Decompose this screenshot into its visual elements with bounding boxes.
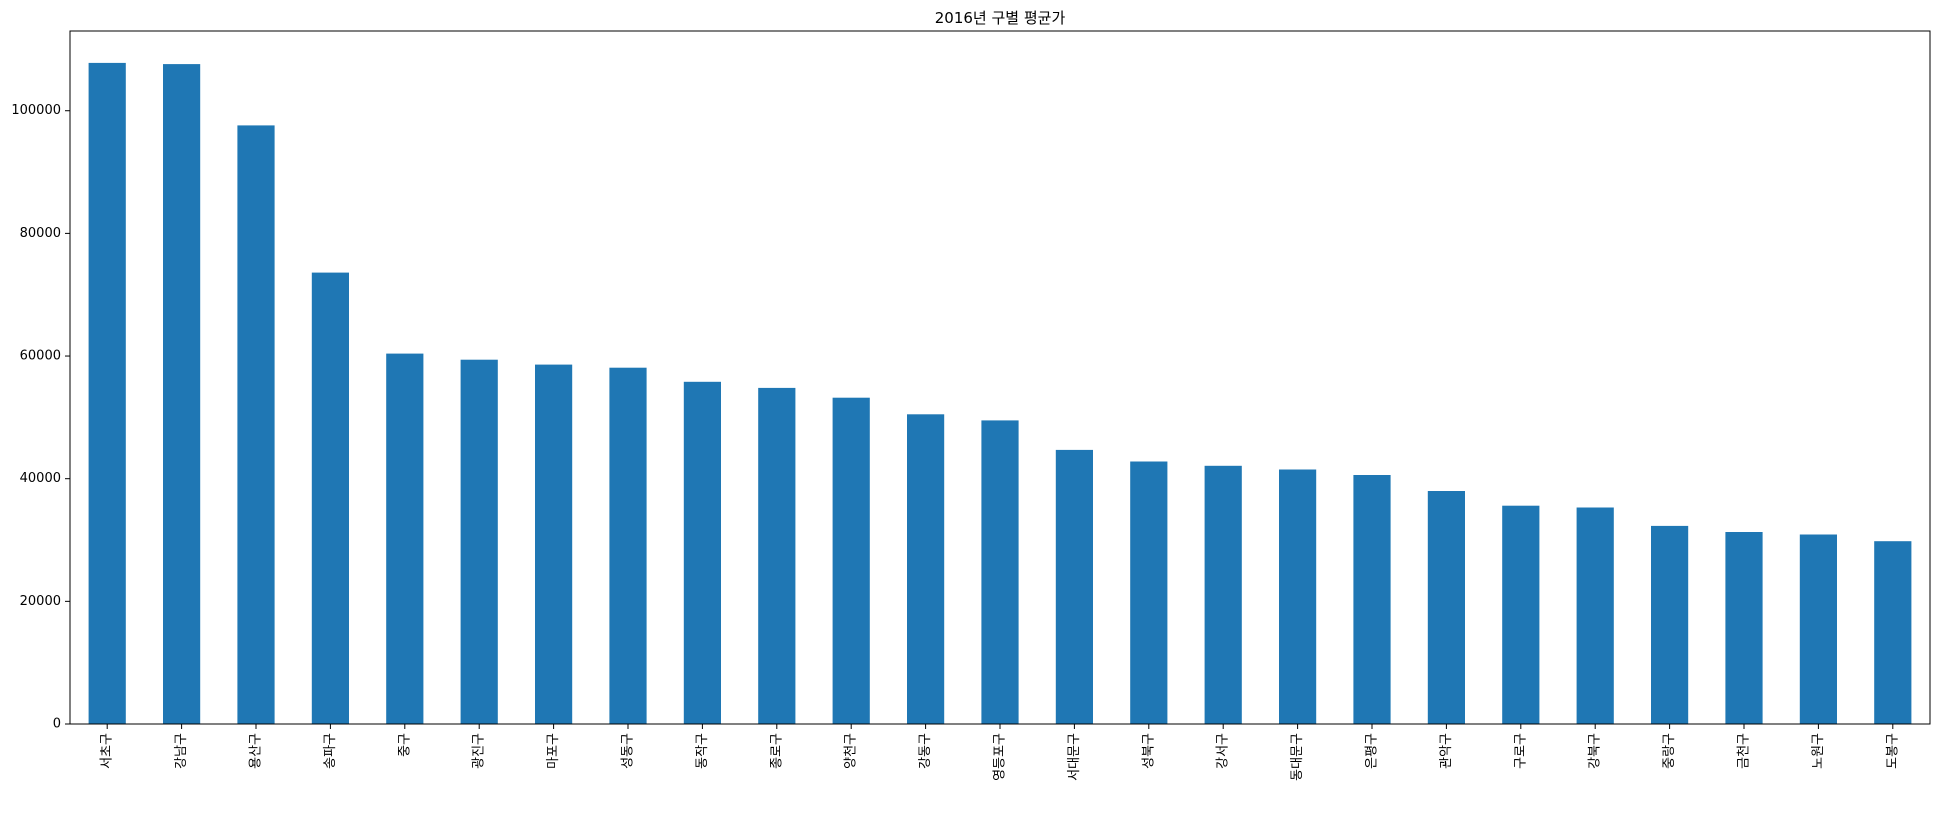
y-tick-label-3: 60000 — [20, 349, 61, 364]
y-axis: 0 20000 40000 60000 80000 100000 — [11, 103, 70, 732]
x-tick-label-20: 강북구 — [1588, 733, 1603, 769]
x-tick-label-6: 마포구 — [546, 733, 561, 769]
x-tick-label-13: 서대문구 — [1067, 733, 1082, 781]
x-tick-label-1: 강남구 — [174, 733, 189, 769]
bar-14 — [1130, 461, 1168, 724]
bar-15 — [1204, 465, 1242, 724]
x-tick-label-15: 강서구 — [1216, 733, 1231, 769]
x-tick-label-19: 구로구 — [1513, 733, 1528, 769]
bar-12 — [981, 420, 1019, 724]
bar-0 — [88, 62, 126, 724]
bar-3 — [311, 272, 349, 724]
plot-frame — [69, 30, 1931, 725]
y-tick-label-1: 20000 — [20, 594, 61, 609]
bar-7 — [609, 367, 647, 724]
chart-title: 2016년 구별 평균가 — [935, 9, 1066, 27]
bar-17 — [1353, 475, 1391, 724]
x-tick-label-22: 금천구 — [1737, 733, 1752, 769]
y-tick-label-2: 40000 — [20, 471, 61, 486]
bar-23 — [1799, 534, 1837, 724]
x-tick-label-3: 송파구 — [323, 733, 338, 769]
bar-2 — [237, 125, 275, 724]
x-tick-label-7: 성동구 — [621, 733, 636, 769]
x-tick-label-9: 종로구 — [769, 733, 784, 769]
bar-16 — [1279, 469, 1317, 724]
y-tick-label-0: 0 — [53, 717, 61, 732]
bar-24 — [1874, 541, 1912, 724]
x-tick-label-16: 동대문구 — [1290, 733, 1305, 781]
x-tick-label-21: 중랑구 — [1662, 733, 1677, 769]
bar-6 — [535, 364, 573, 724]
x-tick-label-4: 중구 — [397, 733, 412, 757]
bars-group — [88, 62, 1912, 725]
x-tick-label-5: 광진구 — [472, 733, 487, 769]
bar-20 — [1576, 507, 1614, 724]
bar-22 — [1725, 532, 1763, 724]
bar-13 — [1055, 449, 1093, 724]
x-tick-label-23: 노원구 — [1811, 733, 1826, 769]
x-tick-label-11: 강동구 — [918, 733, 933, 769]
bar-11 — [907, 414, 945, 724]
x-axis: 서초구 강남구 용산구 송파구 중구 광진구 마포구 성동구 동작구 종로구 양천구 강동구 영등포구 서… — [100, 724, 1900, 781]
x-tick-label-8: 동작구 — [695, 733, 710, 769]
bar-19 — [1502, 505, 1540, 724]
x-tick-label-14: 성북구 — [1141, 733, 1156, 769]
bar-8 — [683, 381, 721, 724]
bar-21 — [1651, 525, 1689, 724]
bar-1 — [163, 64, 201, 725]
bar-18 — [1427, 491, 1465, 724]
bar-10 — [832, 397, 870, 724]
bar-9 — [758, 387, 796, 724]
x-tick-label-24: 도봉구 — [1885, 733, 1900, 769]
x-tick-label-2: 용산구 — [249, 733, 264, 769]
x-tick-label-18: 관악구 — [1439, 733, 1454, 769]
bar-5 — [460, 359, 498, 724]
x-tick-label-12: 영등포구 — [993, 733, 1008, 781]
y-tick-label-4: 80000 — [20, 226, 61, 241]
y-tick-label-5: 100000 — [11, 103, 61, 118]
x-tick-label-17: 은평구 — [1365, 733, 1380, 769]
x-tick-label-0: 서초구 — [100, 733, 115, 769]
x-tick-label-10: 양천구 — [844, 733, 859, 769]
bar-4 — [386, 353, 424, 724]
